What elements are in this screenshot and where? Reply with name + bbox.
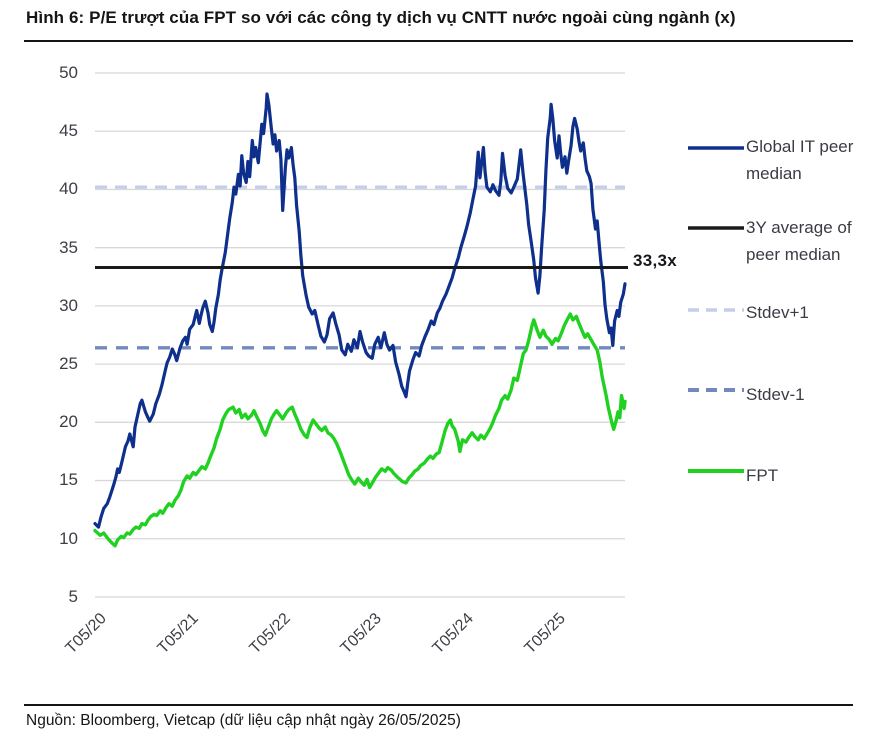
figure-title: Hình 6: P/E trượt của FPT so với các côn… — [26, 8, 736, 27]
solid-line-swatch-black — [688, 226, 744, 230]
y-tick: 20 — [59, 412, 78, 431]
dashed-line-swatch-slate-blue — [688, 388, 744, 392]
legend-label: Global IT peer median — [746, 137, 854, 183]
y-tick: 50 — [59, 63, 78, 82]
y-tick: 40 — [59, 179, 78, 198]
average-value-label: 33,3x — [633, 251, 678, 270]
dashed-line-swatch-light-blue — [688, 308, 744, 312]
y-tick: 35 — [59, 238, 78, 257]
solid-line-swatch-navy — [688, 146, 744, 150]
y-tick: 45 — [59, 121, 78, 140]
footer-divider — [24, 704, 853, 706]
y-tick: 25 — [59, 354, 78, 373]
y-tick: 10 — [59, 529, 78, 548]
title-divider — [24, 40, 853, 42]
legend-label: FPT — [746, 466, 779, 485]
source-note: Nguồn: Bloomberg, Vietcap (dữ liệu cập n… — [26, 712, 461, 729]
legend-label: Stdev-1 — [746, 385, 805, 404]
y-tick: 30 — [59, 296, 78, 315]
y-tick: 15 — [59, 470, 78, 489]
legend-label: Stdev+1 — [746, 303, 809, 322]
legend-label: 3Y average of peer median — [746, 218, 852, 264]
solid-line-swatch-green — [688, 469, 744, 473]
y-tick: 5 — [68, 587, 78, 606]
